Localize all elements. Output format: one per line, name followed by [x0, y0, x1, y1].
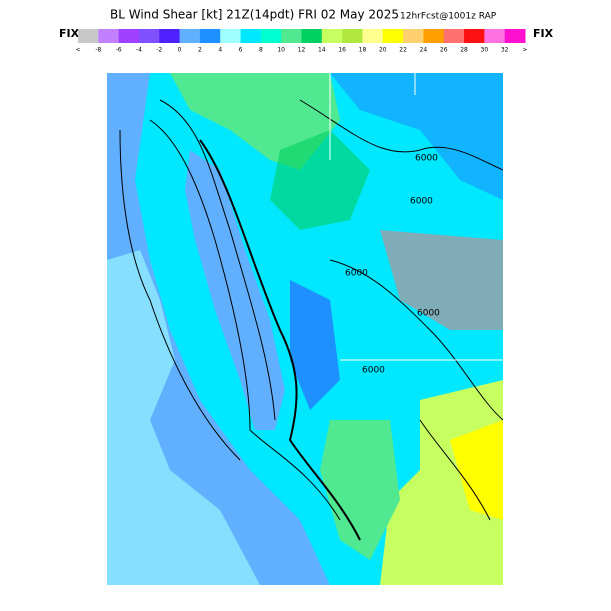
colorbar-label: 2 — [198, 47, 202, 54]
sierra-blue — [290, 280, 340, 410]
colorbar-label: 20 — [379, 47, 387, 54]
color-swatch — [281, 29, 302, 43]
forecast-label: 12hrFcst@1001z RAP — [400, 12, 497, 22]
yellow-south — [450, 420, 503, 520]
colorbar-label: 16 — [338, 47, 346, 54]
colorbar-label: 28 — [460, 47, 468, 54]
colorbar-label: > — [522, 47, 527, 54]
contour-labels: 6000 6000 6000 6000 6000 — [345, 154, 440, 376]
color-swatch — [240, 29, 262, 43]
contour-label: 6000 — [410, 197, 433, 207]
colorbar-label: 18 — [359, 47, 367, 54]
color-swatch — [362, 29, 384, 43]
colorbar-label: -4 — [136, 47, 142, 54]
contour — [119, 129, 241, 461]
contour — [149, 119, 341, 521]
colorbar-label: 22 — [399, 47, 407, 54]
colorbar-label: 4 — [218, 47, 222, 54]
green-patch — [270, 130, 370, 230]
contour-label: 6000 — [345, 269, 368, 279]
fix-right[interactable]: FIX — [533, 27, 554, 40]
contour — [159, 99, 276, 421]
color-swatch — [464, 29, 485, 43]
contour-label: 6000 — [415, 154, 438, 164]
color-swatch — [443, 29, 465, 43]
color-swatch — [179, 29, 201, 43]
fix-left[interactable]: FIX — [59, 27, 80, 40]
colorbar: < -8 -6 -4 -2 0 2 4 6 8 10 12 14 16 18 20 22 24 26 28 30 32 > — [75, 29, 528, 54]
ocean-shade — [107, 250, 260, 585]
colorbar-label: 0 — [178, 47, 182, 54]
contour-label: 6000 — [362, 366, 385, 376]
color-swatch — [484, 29, 506, 43]
contour — [299, 99, 503, 171]
colorbar-label: 12 — [298, 47, 306, 54]
colorbar-label: 26 — [440, 47, 448, 54]
colorbar-label: 10 — [277, 47, 285, 54]
color-swatch — [504, 29, 526, 43]
color-swatch — [199, 29, 221, 43]
colorbar-label: < — [75, 47, 80, 54]
colorbar-label: 24 — [420, 47, 428, 54]
color-swatch — [159, 29, 181, 43]
color-swatch — [98, 29, 120, 43]
color-swatch — [220, 29, 242, 43]
contour-label: 6000 — [417, 309, 440, 319]
color-swatch — [342, 29, 363, 43]
colorbar-label: -6 — [116, 47, 122, 54]
colorbar-label: -8 — [95, 47, 101, 54]
color-swatch — [403, 29, 424, 43]
color-swatch — [78, 29, 99, 43]
color-swatch — [118, 29, 140, 43]
colorbar-label: 8 — [259, 47, 263, 54]
valley — [185, 150, 285, 430]
color-swatch — [260, 29, 282, 43]
colorbar-label: 14 — [318, 47, 326, 54]
color-swatch — [321, 29, 343, 43]
yellow-green-south — [380, 380, 503, 585]
colorbar-label: 32 — [501, 47, 509, 54]
red-patch — [380, 230, 503, 330]
colorbar-label: -2 — [156, 47, 162, 54]
color-swatch — [382, 29, 404, 43]
colorbar-label: 30 — [481, 47, 489, 54]
contour — [199, 139, 361, 541]
title: BL Wind Shear [kt] 21Z(14pdt) FRI 02 May… — [110, 8, 399, 22]
colorbar-label: 6 — [239, 47, 243, 54]
contour — [329, 259, 503, 421]
color-swatch — [301, 29, 323, 43]
blue-northeast — [330, 73, 503, 200]
color-swatch — [423, 29, 445, 43]
contour — [419, 419, 491, 521]
color-swatch — [138, 29, 160, 43]
green-south — [320, 420, 400, 560]
map: 6000 6000 6000 6000 6000 — [107, 73, 503, 585]
state-border — [329, 73, 503, 361]
